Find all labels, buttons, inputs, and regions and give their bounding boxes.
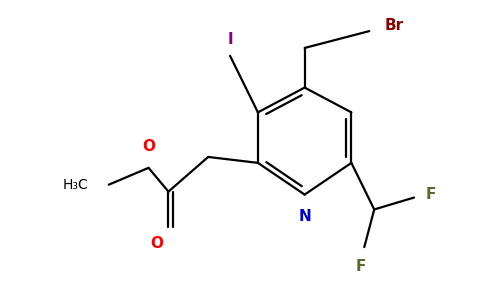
Text: N: N [298,209,311,224]
Text: I: I [227,32,233,47]
Text: O: O [142,140,155,154]
Text: O: O [150,236,163,251]
Text: F: F [356,259,366,274]
Text: H₃C: H₃C [62,178,88,192]
Text: Br: Br [384,18,403,33]
Text: F: F [426,187,436,202]
